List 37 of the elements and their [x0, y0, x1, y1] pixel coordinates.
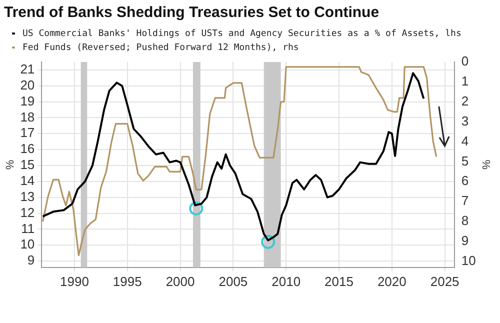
y2-tick-label: 3: [461, 113, 469, 128]
x-tick-label: 2015: [324, 274, 354, 289]
x-tick-label: 2020: [377, 274, 406, 289]
y-tick-label: 12: [20, 204, 35, 220]
y2-tick-label: 5: [461, 153, 469, 168]
x-tick-label: 2010: [272, 274, 301, 289]
y2-axis-title: %: [479, 160, 492, 170]
x-tick-label: 1995: [112, 274, 142, 289]
y-axis-title: %: [4, 160, 17, 170]
x-tick-label: 2025: [430, 274, 460, 289]
chart-title: Trend of Banks Shedding Treasuries Set to Continue: [4, 4, 380, 22]
y-tick-label: 15: [20, 157, 35, 172]
y-tick-label: 13: [20, 188, 35, 204]
x-tick-label: 2000: [166, 274, 195, 289]
y-tick-label: 19: [20, 93, 35, 108]
x-tick-label: 1990: [60, 274, 89, 289]
y2-tick-label: 7: [461, 193, 469, 208]
legend-label: Fed Funds (Reversed; Pushed Forward 12 Months), rhs: [22, 42, 299, 53]
y2-tick-label: 0: [461, 54, 469, 69]
y2-tick-label: 4: [461, 133, 469, 148]
y-tick-label: 17: [20, 125, 35, 140]
y-tick-label: 16: [20, 141, 35, 156]
y2-tick-label: 2: [461, 93, 469, 108]
y-tick-label: 9: [27, 252, 35, 268]
x-tick-label: 2005: [218, 274, 248, 289]
y2-tick-label: 10: [461, 252, 476, 268]
y-tick-label: 11: [21, 220, 35, 236]
y2-tick-label: 1: [461, 74, 469, 89]
y-tick-label: 14: [20, 172, 35, 188]
y2-tick-label: 8: [461, 213, 469, 228]
y2-tick-label: 9: [461, 233, 469, 248]
legend-label: US Commercial Banks' Holdings of USTs and Agency Securities as a % of Assets, lhs: [22, 28, 462, 39]
y2-tick-label: 6: [461, 173, 469, 188]
y-tick-label: 18: [20, 109, 35, 124]
y-tick-label: 20: [20, 77, 35, 92]
y-tick-label: 21: [20, 62, 35, 77]
y-tick-label: 10: [20, 236, 35, 252]
